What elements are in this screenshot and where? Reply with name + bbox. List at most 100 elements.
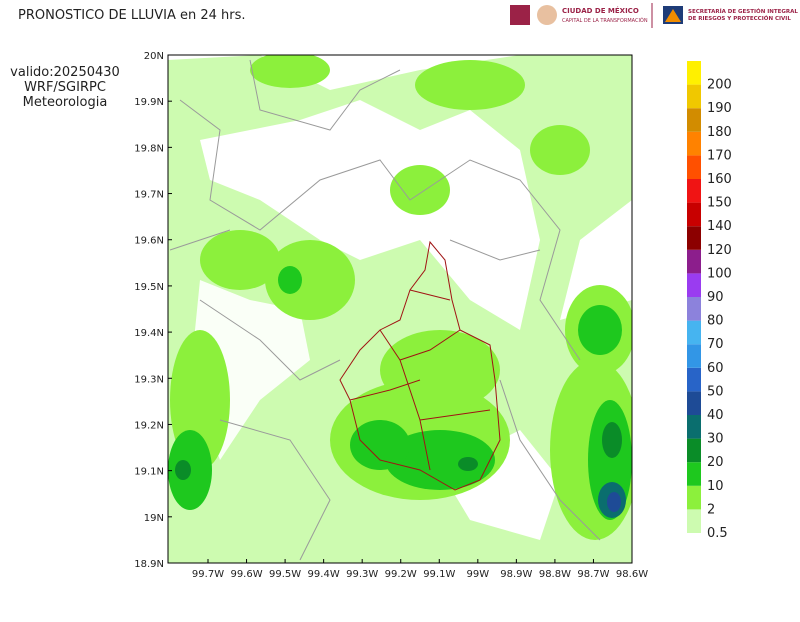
rain-area xyxy=(602,422,622,458)
lon-label: 99.2W xyxy=(385,569,417,580)
logo-text: CAPITAL DE LA TRANSFORMACIÓN xyxy=(562,17,648,24)
colorbar-segment xyxy=(687,226,701,250)
lat-label: 19.9N xyxy=(134,97,164,108)
lat-label: 19.5N xyxy=(134,282,164,293)
colorbar-label: 80 xyxy=(707,314,724,329)
lon-label: 99.5W xyxy=(269,569,301,580)
title: PRONOSTICO DE LLUVIA en 24 hrs. xyxy=(18,8,246,23)
colorbar-segment xyxy=(687,108,701,132)
colorbar-label: 10 xyxy=(707,479,724,494)
colorbar-label: 30 xyxy=(707,432,724,447)
lat-label: 19.7N xyxy=(134,190,164,201)
municipal-border xyxy=(169,59,601,561)
colorbar-segment xyxy=(687,61,701,85)
lon-label: 99.6W xyxy=(230,569,262,580)
logo-text: SECRETARÍA DE GESTIÓN INTEGRAL xyxy=(688,7,798,15)
colorbar-segment xyxy=(687,391,701,415)
colorbar-segment xyxy=(687,438,701,463)
dry-area xyxy=(200,100,540,330)
lon-label: 99.7W xyxy=(192,569,224,580)
rain-area xyxy=(265,240,355,320)
colorbar-label: 0.5 xyxy=(707,526,728,541)
rain-area xyxy=(578,305,622,355)
lon-label: 99W xyxy=(467,569,490,580)
lat-label: 20N xyxy=(144,51,164,62)
info-line: valido:20250430 xyxy=(10,65,120,80)
rain-field xyxy=(168,55,632,563)
colorbar-segment xyxy=(687,367,701,392)
colorbar-segment xyxy=(687,155,701,179)
colorbar-label: 40 xyxy=(707,408,724,423)
colorbar-label: 140 xyxy=(707,219,732,234)
colorbar-label: 160 xyxy=(707,172,732,187)
logo-icon xyxy=(510,5,530,25)
colorbar-label: 150 xyxy=(707,196,732,211)
rain-area xyxy=(415,60,525,110)
rain-area xyxy=(250,55,330,88)
colorbar-segment xyxy=(687,344,701,368)
logos: CIUDAD DE MÉXICO CAPITAL DE LA TRANSFORM… xyxy=(510,3,798,28)
lat-label: 19.8N xyxy=(134,143,164,154)
lat-label: 19.6N xyxy=(134,236,164,247)
lon-label: 98.6W xyxy=(616,569,648,580)
colorbar-segment xyxy=(687,179,701,203)
colorbar-label: 50 xyxy=(707,384,724,399)
lat-label: 19N xyxy=(144,513,164,524)
colorbar-segment xyxy=(687,202,701,227)
colorbar-segment xyxy=(687,131,701,156)
rain-area xyxy=(607,492,621,512)
rain-area xyxy=(458,457,478,471)
axes: 20N 19.9N 19.8N 19.7N 19.6N 19.5N 19.4N 19.3N 19… xyxy=(134,51,648,580)
rain-area xyxy=(200,230,280,290)
colorbar-label: 70 xyxy=(707,337,724,352)
colorbar-label: 60 xyxy=(707,361,724,376)
colorbar-segment xyxy=(687,509,701,533)
info-line: Meteorologia xyxy=(23,95,108,110)
lat-label: 19.1N xyxy=(134,467,164,478)
rain-area xyxy=(175,460,191,480)
cdmx-border xyxy=(339,240,501,491)
lat-label: 19.3N xyxy=(134,374,164,385)
rain-area xyxy=(278,266,302,294)
info-line: WRF/SGIRPC xyxy=(24,80,106,95)
colorbar-label: 120 xyxy=(707,243,732,258)
lat-label: 18.9N xyxy=(134,559,164,570)
colorbar-label: 190 xyxy=(707,101,732,116)
rain-area xyxy=(385,430,495,490)
lon-label: 98.8W xyxy=(539,569,571,580)
logo-icon xyxy=(537,5,557,25)
colorbar-segment xyxy=(687,462,701,486)
colorbar-label: 20 xyxy=(707,455,724,470)
colorbar-label: 100 xyxy=(707,266,732,281)
lon-label: 98.9W xyxy=(500,569,532,580)
colorbar-segment xyxy=(687,273,701,297)
map-frame xyxy=(167,54,633,564)
logo-text: DE RIESGOS Y PROTECCIÓN CIVIL xyxy=(688,15,791,22)
lon-label: 99.1W xyxy=(423,569,455,580)
lon-label: 99.4W xyxy=(308,569,340,580)
rain-area xyxy=(530,125,590,175)
rain-area xyxy=(380,330,500,410)
colorbar: 0.5 2 10 20 30 40 50 60 70 80 90 100 120 140 150 160 170… xyxy=(687,61,732,541)
colorbar-label: 180 xyxy=(707,125,732,140)
logo-icon xyxy=(665,9,681,22)
colorbar-segment xyxy=(687,297,701,321)
lat-label: 19.2N xyxy=(134,420,164,431)
colorbar-label: 200 xyxy=(707,78,732,93)
lon-label: 99.3W xyxy=(346,569,378,580)
colorbar-segment xyxy=(687,485,701,510)
rain-area xyxy=(390,165,450,215)
lon-label: 98.7W xyxy=(577,569,609,580)
colorbar-segment xyxy=(687,249,701,274)
lat-label: 19.4N xyxy=(134,328,164,339)
colorbar-segment xyxy=(687,415,701,439)
colorbar-label: 90 xyxy=(707,290,724,305)
colorbar-label: 2 xyxy=(707,502,715,517)
colorbar-segment xyxy=(687,84,701,109)
colorbar-segment xyxy=(687,320,701,345)
logo-text: CIUDAD DE MÉXICO xyxy=(562,6,639,15)
rain-area xyxy=(350,420,410,470)
colorbar-label: 170 xyxy=(707,148,732,163)
